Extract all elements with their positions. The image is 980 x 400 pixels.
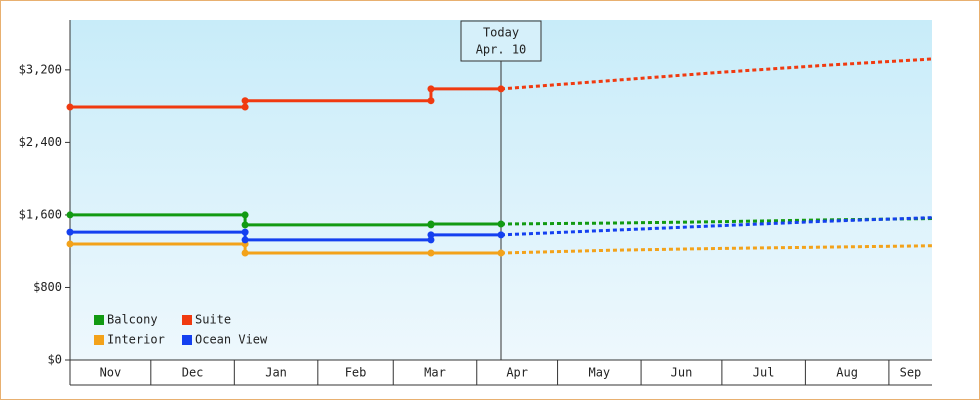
x-tick-label: Feb	[345, 366, 367, 380]
y-tick-label: $0	[48, 353, 62, 367]
price-point	[427, 231, 435, 239]
price-point	[66, 240, 74, 248]
price-line	[70, 87, 501, 109]
price-point	[497, 85, 505, 93]
legend-label: Suite	[195, 313, 231, 327]
price-line	[70, 230, 501, 242]
x-tick-label: Jul	[753, 366, 775, 380]
x-tick-label: Jan	[265, 366, 287, 380]
today-label: Apr. 10	[476, 43, 527, 57]
today-box	[460, 20, 542, 62]
price-point	[427, 236, 435, 244]
price-point	[66, 228, 74, 236]
y-tick-label: $3,200	[19, 62, 62, 76]
x-tick-label: Jun	[671, 366, 693, 380]
price-point	[497, 220, 505, 228]
price-point	[241, 236, 249, 244]
x-tick-label: Mar	[424, 366, 446, 380]
x-tick-label: Dec	[182, 366, 204, 380]
price-point	[241, 97, 249, 105]
price-point	[427, 97, 435, 105]
price-point	[241, 221, 249, 229]
y-tick-label: $1,600	[19, 207, 62, 221]
legend-label: Ocean View	[195, 333, 268, 347]
price-point	[66, 211, 74, 219]
price-point	[497, 249, 505, 257]
today-label: Today	[483, 26, 519, 40]
price-point	[427, 220, 435, 228]
legend-label: Interior	[107, 333, 165, 347]
forecast-line	[500, 57, 933, 91]
price-point	[241, 103, 249, 111]
y-tick-label: $800	[33, 280, 62, 294]
x-tick-label: Nov	[100, 366, 122, 380]
forecast-line	[500, 244, 933, 255]
y-tick-label: $2,400	[19, 135, 62, 149]
price-point	[497, 231, 505, 239]
forecast-line	[500, 216, 933, 237]
legend-swatch	[182, 315, 192, 325]
x-tick-label: May	[588, 366, 610, 380]
price-point	[241, 249, 249, 257]
legend-swatch	[94, 315, 104, 325]
legend-label: Balcony	[107, 313, 158, 327]
x-tick-label: Aug	[836, 366, 858, 380]
price-point	[427, 85, 435, 93]
price-line	[70, 213, 501, 227]
legend-swatch	[94, 335, 104, 345]
x-tick-label: Apr	[506, 366, 528, 380]
price-point	[241, 211, 249, 219]
price-point	[66, 103, 74, 111]
legend-swatch	[182, 335, 192, 345]
price-point	[427, 249, 435, 257]
x-tick-label: Sep	[900, 366, 922, 380]
price-point	[241, 228, 249, 236]
